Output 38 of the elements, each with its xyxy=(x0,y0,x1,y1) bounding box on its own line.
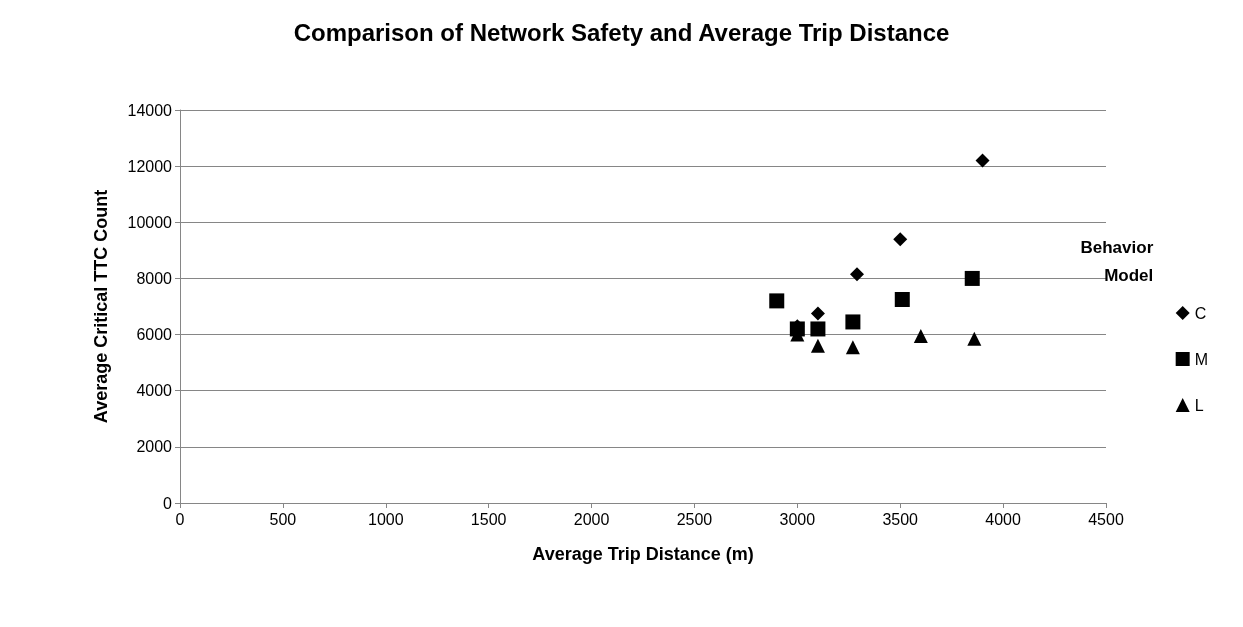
point xyxy=(810,306,825,321)
point xyxy=(810,338,825,353)
point xyxy=(894,291,910,307)
legend-label: C xyxy=(1194,304,1207,322)
x-tick-label: 3000 xyxy=(779,510,816,528)
point xyxy=(769,293,785,309)
legend-label: M xyxy=(1194,350,1208,368)
x-tick-label: 2500 xyxy=(676,510,713,528)
y-tick-label: 12000 xyxy=(127,157,173,175)
y-tick-label: 0 xyxy=(163,494,173,512)
x-tick-label: 4500 xyxy=(1088,510,1124,528)
y-tick-label: 14000 xyxy=(127,101,173,119)
x-tick-label: 0 xyxy=(175,510,185,528)
chart-title: Comparison of Network Safety and Average Trip Distance xyxy=(293,18,950,46)
point xyxy=(850,267,865,282)
point xyxy=(893,232,908,247)
point xyxy=(975,153,990,168)
y-tick-label: 2000 xyxy=(136,438,173,456)
x-tick-label: 1500 xyxy=(470,510,507,528)
x-tick-label: 4000 xyxy=(985,510,1022,528)
point xyxy=(845,340,860,355)
x-tick-label: 2000 xyxy=(573,510,610,528)
point xyxy=(810,321,826,337)
legend-label: L xyxy=(1194,396,1204,414)
point xyxy=(964,270,980,286)
x-tick-label: 500 xyxy=(269,510,297,528)
point xyxy=(967,331,982,346)
y-axis-title: Average Critical TTC Count xyxy=(91,189,111,424)
x-tick-label: 3500 xyxy=(882,510,919,528)
y-tick-label: 4000 xyxy=(136,382,173,400)
point xyxy=(845,314,861,330)
y-tick-label: 8000 xyxy=(136,269,173,287)
legend-title: Behavior Model xyxy=(1080,237,1154,285)
x-axis-title: Average Trip Distance (m) xyxy=(532,544,754,564)
y-tick-label: 6000 xyxy=(136,326,173,344)
y-tick-label: 10000 xyxy=(127,213,173,231)
x-tick-label: 1000 xyxy=(367,510,404,528)
point xyxy=(913,328,928,343)
